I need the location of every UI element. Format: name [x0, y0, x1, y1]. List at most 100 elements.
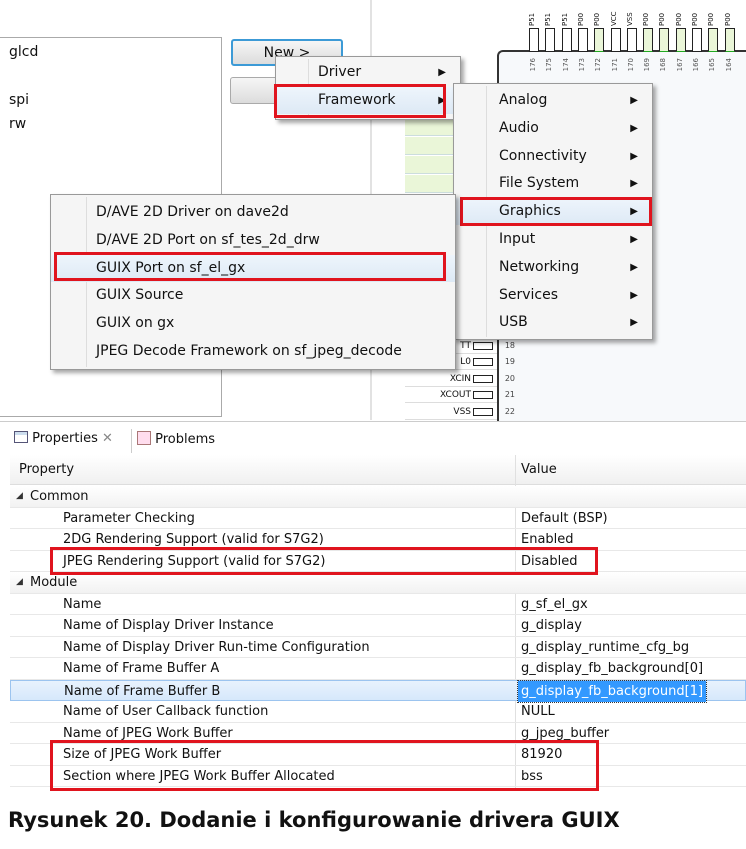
table-row[interactable]: Name of Display Driver Instance g_display	[10, 615, 746, 637]
group-row[interactable]: ◢ Common	[10, 486, 746, 508]
property-value[interactable]: g_sf_el_gx	[521, 596, 588, 612]
table-row[interactable]: Parameter Checking Default (BSP)	[10, 508, 746, 529]
pin-label: P00	[642, 12, 651, 26]
menu-item[interactable]: Graphics ▶	[454, 198, 652, 226]
table-row[interactable]: 2DG Rendering Support (valid for S7G2) En…	[10, 529, 746, 551]
side-pin[interactable]: VSS 22	[405, 404, 515, 420]
highlight-box	[50, 740, 599, 791]
menu-item-driver[interactable]: Driver ▶	[276, 59, 460, 86]
pin-number: 171	[610, 58, 619, 72]
menu-item[interactable]: D/AVE 2D Driver on dave2d	[51, 199, 455, 226]
menu-item[interactable]: Networking ▶	[454, 254, 652, 281]
menu-item-label: D/AVE 2D Port on sf_tes_2d_drw	[96, 231, 320, 248]
property-value[interactable]: 81920	[521, 747, 563, 762]
table-row[interactable]: Section where JPEG Work Buffer Allocated…	[10, 766, 746, 787]
menu-item[interactable]: Input ▶	[454, 226, 652, 253]
pin-label: P00	[691, 12, 699, 26]
pin-label: P51	[560, 12, 569, 26]
close-icon[interactable]: ✕	[101, 431, 113, 446]
property-value[interactable]: g_jpeg_buffer	[521, 725, 610, 741]
pin-box	[643, 28, 654, 52]
highlight-box	[54, 252, 446, 281]
pin-number: 21	[504, 390, 515, 400]
menu-item[interactable]: JPEG Decode Framework on sf_jpeg_decode	[51, 338, 455, 365]
side-pin[interactable]: XCIN 20	[405, 371, 515, 387]
view-tabs: Properties ✕ Problems	[0, 425, 746, 455]
table-row[interactable]: Name of JPEG Work Buffer g_jpeg_buffer	[10, 723, 746, 744]
highlight-box	[274, 84, 446, 118]
menu-item[interactable]: Analog ▶	[454, 87, 652, 114]
property-value[interactable]: Default (BSP)	[521, 510, 608, 526]
pin-label: P00	[576, 12, 585, 26]
list-item[interactable]: glcd	[9, 44, 39, 60]
menu-item[interactable]: D/AVE 2D Port on sf_tes_2d_drw	[51, 227, 455, 254]
pin-number: 164	[724, 58, 733, 72]
menu-item-label: Audio	[499, 119, 539, 136]
menu-item-label: Driver	[318, 64, 362, 80]
menu-item[interactable]: GUIX Source	[51, 282, 455, 309]
pin-box	[577, 28, 588, 52]
separator	[0, 421, 746, 422]
pin-box	[610, 28, 621, 52]
table-row[interactable]: Name of Frame Buffer A g_display_fb_backg…	[10, 658, 746, 680]
menu-item-label: Services	[499, 286, 559, 303]
property-value[interactable]: g_display_runtime_cfg_bg	[521, 639, 690, 655]
menu-item-framework[interactable]: Framework ▶	[276, 87, 460, 114]
table-row[interactable]: JPEG Rendering Support (valid for S7G2) D…	[10, 551, 746, 572]
group-label: Common	[30, 489, 89, 504]
highlight-box	[50, 547, 598, 575]
list-item[interactable]: spi	[9, 92, 30, 108]
table-row[interactable]: Name of Display Driver Run-time Configur…	[10, 637, 746, 658]
menu-item-label: GUIX Source	[96, 287, 184, 304]
property-value[interactable]: bss	[521, 768, 543, 784]
menu-item-label: GUIX on gx	[96, 315, 175, 332]
pin-number: 22	[504, 406, 515, 416]
pin-number: 168	[659, 58, 668, 72]
menu-item-label: USB	[499, 314, 528, 331]
pin-number: 169	[643, 58, 652, 72]
menu-item-label: Graphics	[499, 203, 561, 220]
chevron-right-icon: ▶	[630, 95, 638, 106]
column-divider	[515, 455, 516, 790]
property-name: Name of User Callback function	[63, 704, 269, 719]
property-value[interactable]: Enabled	[521, 532, 574, 547]
property-name: Parameter Checking	[63, 510, 195, 526]
menu-item[interactable]: GUIX on gx	[51, 310, 455, 337]
pin-label: P51	[544, 12, 553, 26]
property-name: Name of Frame Buffer A	[63, 661, 220, 676]
menu-item[interactable]: Connectivity ▶	[454, 143, 652, 170]
pin-number: 176	[529, 58, 537, 72]
property-value[interactable]: g_display_fb_background[1]	[516, 679, 708, 703]
property-value[interactable]: NULL	[521, 704, 555, 719]
chevron-right-icon: ▶	[438, 95, 446, 106]
tab-properties[interactable]: Properties ✕	[14, 431, 113, 446]
column-header-property[interactable]: Property	[19, 462, 75, 477]
group-row[interactable]: ◢ Module	[10, 572, 746, 594]
menu-item-label: File System	[499, 175, 580, 192]
table-row[interactable]: Name of User Callback function NULL	[10, 701, 746, 723]
pin-number: 19	[504, 357, 515, 367]
property-value[interactable]: g_display_fb_background[0]	[521, 661, 704, 676]
property-value[interactable]: Disabled	[521, 553, 578, 569]
list-item[interactable]: rw	[9, 116, 27, 132]
figure-caption: Rysunek 20. Dodanie i konfigurowanie dri…	[8, 808, 620, 832]
menu-item-label: GUIX Port on sf_el_gx	[96, 259, 246, 276]
table-row[interactable]: Name of Frame Buffer B g_display_fb_backg…	[10, 679, 746, 703]
expand-icon[interactable]: ◢	[16, 577, 23, 587]
property-value[interactable]: g_display	[521, 618, 582, 633]
column-header-value[interactable]: Value	[521, 462, 557, 477]
expand-icon[interactable]: ◢	[16, 491, 23, 501]
table-row[interactable]: Size of JPEG Work Buffer 81920	[10, 744, 746, 766]
pin-number: 174	[561, 58, 570, 72]
table-row[interactable]: Name g_sf_el_gx	[10, 594, 746, 615]
pin-label: VCC	[609, 11, 618, 26]
menu-item[interactable]: File System ▶	[454, 170, 652, 197]
menu-item[interactable]: GUIX Port on sf_el_gx	[51, 254, 455, 282]
side-pin[interactable]: XCOUT 21	[405, 387, 515, 404]
menu-item[interactable]: Audio ▶	[454, 115, 652, 142]
pin-number: 175	[545, 58, 554, 72]
menu-item[interactable]: Services ▶	[454, 282, 652, 309]
menu-item[interactable]: USB ▶	[454, 309, 652, 336]
pin-box	[626, 28, 637, 52]
tab-problems[interactable]: Problems	[137, 431, 215, 447]
